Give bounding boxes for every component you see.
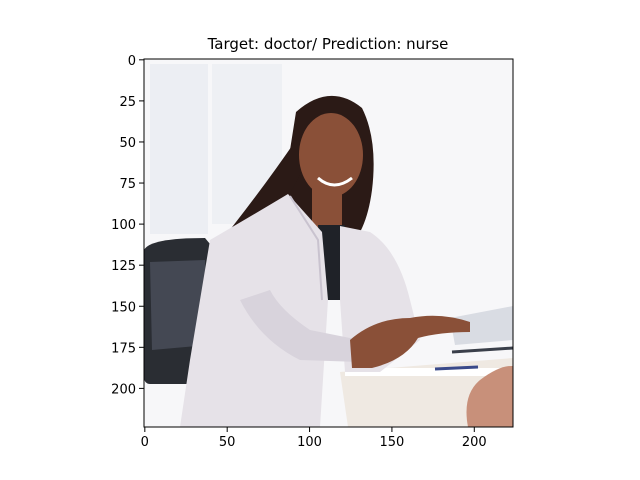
y-tick-label: 200 — [111, 382, 136, 397]
face — [299, 113, 363, 197]
x-tick-label: 150 — [380, 435, 405, 450]
smile — [317, 176, 353, 187]
y-tick-label: 25 — [119, 95, 136, 110]
x-tick-label: 200 — [462, 435, 487, 450]
x-tick-label: 0 — [141, 435, 149, 450]
coat-lapel — [289, 195, 323, 301]
y-tick-label: 125 — [111, 259, 136, 274]
x-tick-label: 100 — [297, 435, 322, 450]
patient-hand — [466, 365, 513, 427]
y-tick-label: 150 — [111, 300, 136, 315]
chart-title: Target: doctor/ Prediction: nurse — [207, 35, 449, 53]
y-axis: 0 25 50 75 100 125 150 175 200 — [111, 54, 144, 397]
pen — [434, 365, 479, 371]
monitor-edge — [451, 346, 514, 354]
axes-frame — [143, 58, 514, 428]
y-tick-label: 100 — [111, 218, 136, 233]
coat-sleeve — [240, 290, 360, 362]
x-tick-label: 50 — [219, 435, 236, 450]
hands — [350, 315, 470, 368]
hair-left — [214, 140, 302, 252]
chair-armrest — [144, 366, 192, 384]
wall-panel-left — [150, 64, 208, 234]
keyboard — [450, 306, 513, 345]
photo-image — [144, 59, 514, 427]
y-tick-label: 0 — [128, 54, 136, 69]
desk-top — [345, 368, 513, 376]
plot-area: 0 50 100 150 200 0 25 50 75 100 125 150 175 200 — [111, 54, 514, 450]
y-tick-label: 175 — [111, 341, 136, 356]
y-tick-label: 50 — [119, 136, 136, 151]
y-tick-label: 75 — [119, 177, 136, 192]
x-axis: 0 50 100 150 200 — [141, 427, 487, 450]
chair-mesh — [150, 260, 208, 350]
